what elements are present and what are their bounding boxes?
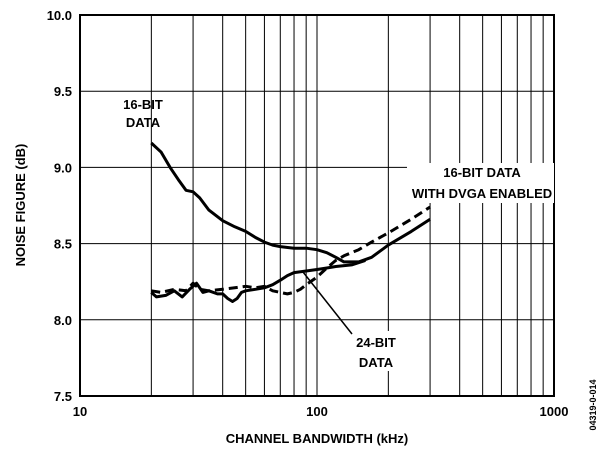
annotation-24bit-line2: DATA (359, 355, 394, 370)
y-tick-label: 9.5 (54, 84, 72, 99)
plot-frame (79, 14, 555, 397)
y-tick-label: 8.0 (54, 313, 72, 328)
series-line-24-bit-data (150, 258, 366, 303)
annotation-24bit-background (340, 331, 412, 371)
figure-id: 04319-0-014 (588, 379, 598, 430)
annotation-24bit-line1: 24-BIT (356, 335, 396, 350)
annotation-24bit-leader (302, 271, 353, 335)
annotation-16bit-line2: DATA (126, 115, 161, 130)
y-tick-label: 9.0 (54, 160, 72, 175)
x-tick-label: 1000 (540, 404, 569, 419)
y-tick-label: 8.5 (54, 237, 72, 252)
x-tick-label: 10 (73, 404, 87, 419)
grid (80, 15, 554, 396)
y-tick-label: 10.0 (47, 8, 72, 23)
annotation-dvga-background (407, 163, 554, 203)
y-tick-label: 7.5 (54, 389, 72, 404)
annotation-16bit-line1: 16-BIT (123, 97, 163, 112)
annotation-dvga-line2: WITH DVGA ENABLED (412, 186, 552, 201)
x-axis-title: CHANNEL BANDWIDTH (kHz) (226, 431, 408, 446)
x-tick-label: 100 (306, 404, 328, 419)
y-axis-title: NOISE FIGURE (dB) (13, 144, 28, 267)
series (150, 141, 431, 303)
tick-labels: 10 100 1000 7.5 8.0 8.5 9.0 9.5 10.0 (47, 8, 569, 419)
annotation-dvga-line1: 16-BIT DATA (443, 165, 521, 180)
